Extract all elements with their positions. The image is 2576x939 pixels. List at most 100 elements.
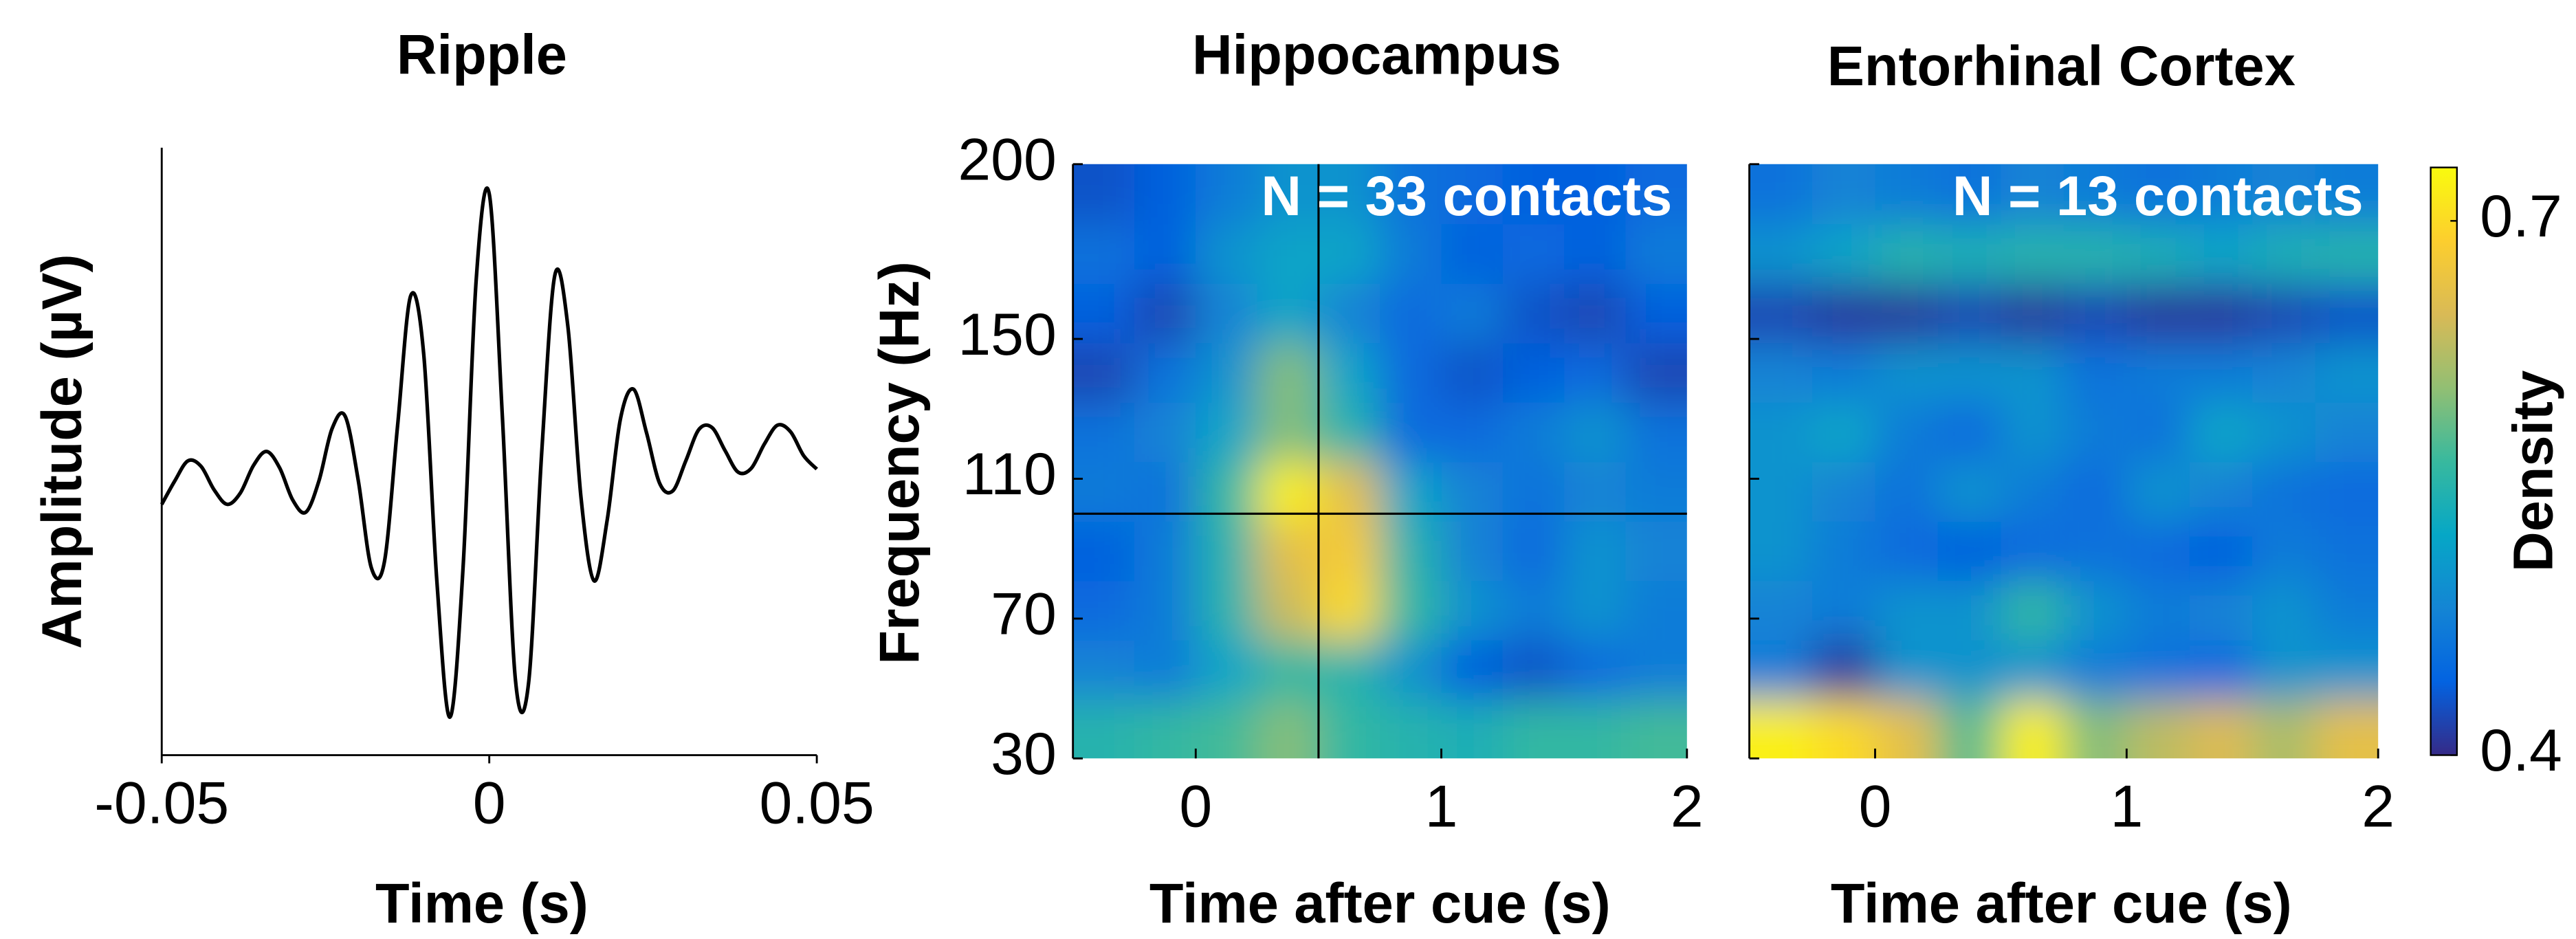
heatmap-cell <box>1937 520 2002 582</box>
heatmap-cell <box>2315 164 2379 225</box>
heatmap-cell <box>1625 401 1687 463</box>
heatmap-cell <box>1875 698 1939 759</box>
heatmap-cell <box>1380 164 1442 225</box>
heatmap-cell <box>1441 342 1504 403</box>
heatmap-cell <box>1072 579 1136 641</box>
colorbar <box>2430 166 2458 756</box>
heatmap-cell <box>2001 579 2065 641</box>
heatmap-cell <box>1134 342 1197 403</box>
y-axis-label: Frequency (Hz) <box>869 261 931 664</box>
heatmap-cell <box>1072 698 1136 759</box>
heatmap-cell <box>1318 639 1381 700</box>
heatmap-cell <box>1072 342 1136 403</box>
heatmap-cell <box>1318 698 1381 759</box>
chart-title: Ripple <box>397 24 567 86</box>
heatmap-cell <box>1380 342 1442 403</box>
heatmap-cell <box>1380 283 1442 344</box>
heatmap-cell <box>2063 164 2128 225</box>
heatmap-cell <box>2001 283 2065 344</box>
colorbar-tick-label: 0.7 <box>2480 184 2562 250</box>
heatmap-cell <box>1564 639 1627 700</box>
heatmap-cell <box>1812 223 1876 284</box>
heatmap-cell <box>1441 639 1504 700</box>
heatmap-cell <box>2126 579 2191 641</box>
heatmap-cell <box>2063 223 2128 284</box>
heatmap-cell <box>2126 401 2191 463</box>
heatmap-cell <box>1749 342 1814 403</box>
heatmap-cell <box>1134 401 1197 463</box>
heatmap-cell <box>1937 461 2002 522</box>
heatmap-cell <box>1257 223 1320 284</box>
heatmap-cell <box>1072 461 1136 522</box>
heatmap-cell <box>1812 164 1876 225</box>
x-tick-label: 2 <box>2362 773 2395 839</box>
heatmap-cell <box>2063 698 2128 759</box>
heatmap-cell <box>1875 579 1939 641</box>
heatmap-cell <box>1441 579 1504 641</box>
heatmap-cell <box>2063 342 2128 403</box>
heatmap-cell <box>1134 164 1197 225</box>
heatmap-cell <box>1812 342 1876 403</box>
heatmap-cell <box>1318 579 1381 641</box>
heatmap-cell <box>1196 579 1258 641</box>
heatmap-cell <box>2063 639 2128 700</box>
chart-title: Entorhinal Cortex <box>1827 36 2296 98</box>
heatmap-cell <box>1318 164 1381 225</box>
heatmap-cell <box>2189 283 2254 344</box>
heatmap-cell <box>1749 401 1814 463</box>
x-tick-label: -0.05 <box>94 771 229 837</box>
heatmap-cell <box>1380 461 1442 522</box>
heatmap-cell <box>1196 283 1258 344</box>
heatmap-cell <box>1564 698 1627 759</box>
heatmap-cell <box>1875 639 1939 700</box>
heatmap-cell <box>2252 283 2316 344</box>
heatmap-cell <box>1441 164 1504 225</box>
heatmap-cell <box>2315 283 2379 344</box>
heatmap-cell <box>2126 639 2191 700</box>
heatmap-cell <box>1564 401 1627 463</box>
y-tick-label: 150 <box>958 302 1056 368</box>
heatmap-cell <box>2189 164 2254 225</box>
heatmap-cell <box>2252 698 2316 759</box>
heatmap-cell <box>1502 579 1565 641</box>
heatmap-cell <box>1318 342 1381 403</box>
heatmap-cell <box>1937 164 2002 225</box>
heatmap-cell <box>1875 283 1939 344</box>
heatmap-cell <box>2315 579 2379 641</box>
heatmap-cell <box>2189 698 2254 759</box>
heatmap-cell <box>1196 223 1258 284</box>
heatmap-cell <box>1196 639 1258 700</box>
heatmap-cell <box>2252 639 2316 700</box>
heatmap-cell <box>1318 283 1381 344</box>
heatmap-cell <box>1625 461 1687 522</box>
heatmap-cells <box>1749 164 2379 759</box>
heatmap-cell <box>2189 461 2254 522</box>
heatmap-cell <box>1937 401 2002 463</box>
x-tick-label: 1 <box>1425 773 1458 839</box>
heatmap-cell <box>1318 461 1381 522</box>
heatmap-cell <box>1937 223 2002 284</box>
heatmap-cell <box>1196 401 1258 463</box>
heatmap-cell <box>1749 579 1814 641</box>
x-axis-label: Time after cue (s) <box>1149 873 1611 935</box>
heatmap-cell <box>2252 164 2316 225</box>
x-tick-label: 0.05 <box>759 771 874 837</box>
heatmap-cell <box>2189 223 2254 284</box>
heatmap-cell <box>1134 461 1197 522</box>
heatmap-cell <box>2126 461 2191 522</box>
heatmap-cell <box>2063 283 2128 344</box>
heatmap-cell <box>1196 520 1258 582</box>
y-tick-label: 70 <box>991 582 1057 648</box>
heatmap-cell <box>1072 520 1136 582</box>
heatmap-cell <box>2126 283 2191 344</box>
heatmap-cell <box>2126 698 2191 759</box>
heatmap-cell <box>1441 401 1504 463</box>
heatmap-cells <box>1072 164 1687 759</box>
heatmap-cell <box>1502 520 1565 582</box>
heatmap-cell <box>1749 164 1814 225</box>
heatmap-cell <box>1380 698 1442 759</box>
heatmap-cell <box>1875 461 1939 522</box>
heatmap-cell <box>1564 283 1627 344</box>
heatmap-cell <box>1812 579 1876 641</box>
